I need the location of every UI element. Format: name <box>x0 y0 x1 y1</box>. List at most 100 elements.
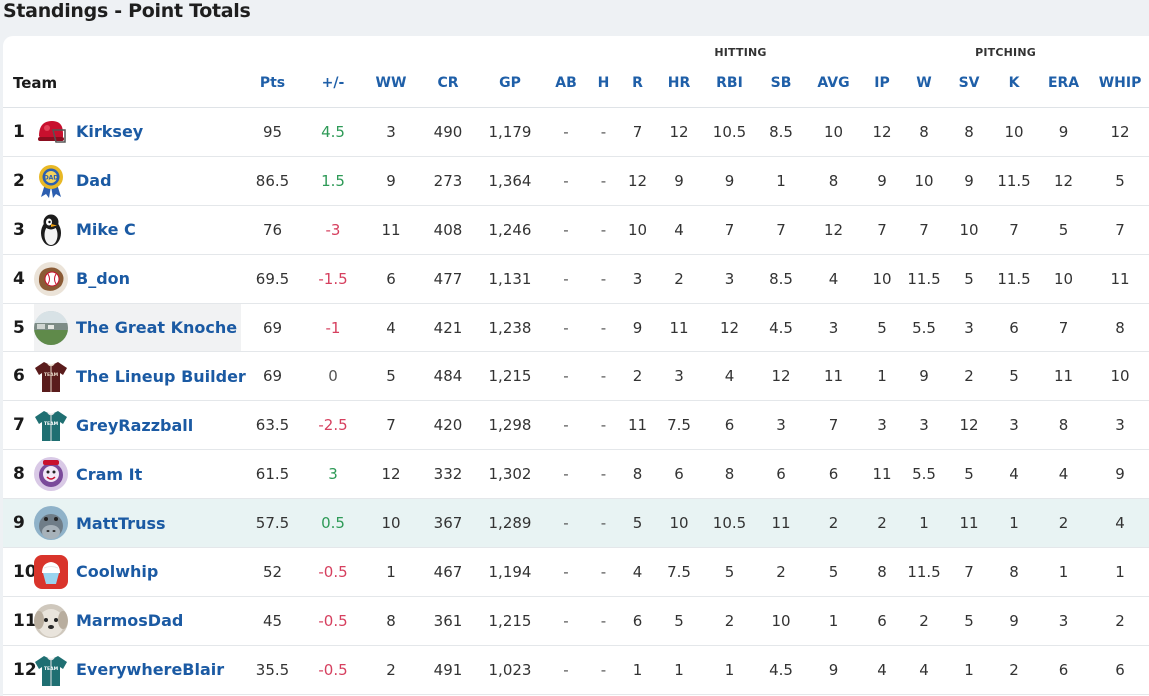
ip-cell: 3 <box>862 400 903 451</box>
rank-cell: 3 <box>3 205 34 255</box>
w-cell: 1 <box>902 498 947 549</box>
era-cell: 8 <box>1036 400 1092 451</box>
dog-photo-logo[interactable] <box>34 603 68 638</box>
pts-cell: 69.5 <box>241 254 304 304</box>
hr-cell: 3 <box>656 351 702 402</box>
column-header-k[interactable]: K <box>992 59 1037 108</box>
r-cell: 8 <box>619 449 656 500</box>
team-name-link[interactable]: The Lineup Builder <box>76 366 246 386</box>
whipped-cream-logo[interactable] <box>34 554 68 589</box>
sb-cell: 10 <box>757 596 805 646</box>
table-row: 2 DAD Dad 86.5 1.5 9 273 1,364- -12 9 9 1 8 9 10 9 11.5 1… <box>3 156 1149 206</box>
maroon-jersey-logo[interactable]: TEAM <box>34 359 68 393</box>
team-name-link[interactable]: GreyRazzball <box>76 415 194 435</box>
column-header-sv[interactable]: SV <box>946 59 993 108</box>
whip-cell: 3 <box>1091 400 1149 451</box>
column-header-whip[interactable]: WHIP <box>1091 59 1149 108</box>
team-name-link[interactable]: Mike C <box>76 220 136 240</box>
column-header-plus-minus[interactable]: +/- <box>304 59 362 108</box>
plus-minus-cell: -3 <box>304 205 362 255</box>
pts-cell: 35.5 <box>241 645 304 695</box>
penguin-logo[interactable] <box>34 213 68 247</box>
cr-cell: 408 <box>420 205 476 255</box>
k-cell: 7 <box>992 205 1037 255</box>
column-header-ww[interactable]: WW <box>362 59 420 108</box>
h-cell: - <box>588 303 619 353</box>
column-header-ab[interactable]: AB <box>544 59 588 108</box>
column-header-r[interactable]: R <box>619 59 656 108</box>
column-header-era[interactable]: ERA <box>1036 59 1092 108</box>
era-cell: 12 <box>1036 156 1092 206</box>
column-header-hr[interactable]: HR <box>656 59 702 108</box>
k-cell: 11.5 <box>992 254 1037 304</box>
avg-cell: 11 <box>805 351 863 402</box>
column-header-w[interactable]: W <box>902 59 947 108</box>
table-row: 6 TEAM The Lineup Builder 69 0 5 484 1,215- -2 3 4… <box>3 351 1149 402</box>
k-cell: 2 <box>992 645 1037 695</box>
rbi-cell: 6 <box>702 400 757 451</box>
team-name-link[interactable]: B_don <box>76 269 131 289</box>
column-header-team[interactable]: Team <box>3 59 241 108</box>
stadium-photo-logo[interactable] <box>34 310 68 345</box>
rbi-cell: 9 <box>702 156 757 206</box>
ww-cell: 1 <box>362 547 420 597</box>
team-name-link[interactable]: Coolwhip <box>76 562 159 582</box>
h-cell: - <box>588 107 619 157</box>
baseball-glove-logo[interactable] <box>34 261 68 296</box>
era-cell: 1 <box>1036 547 1092 597</box>
rank-cell: 5 <box>3 303 34 353</box>
column-header-pts[interactable]: Pts <box>241 59 304 108</box>
team-name-link[interactable]: The Great Knoche <box>76 318 238 337</box>
ab-cell: - <box>544 156 588 206</box>
team-name-link[interactable]: Kirksey <box>76 122 144 142</box>
r-cell: 1 <box>619 645 656 695</box>
column-header-ip[interactable]: IP <box>862 59 903 108</box>
sb-cell: 6 <box>757 449 805 500</box>
team-name-link[interactable]: EverywhereBlair <box>76 660 225 680</box>
avg-cell: 7 <box>805 400 863 451</box>
era-cell: 5 <box>1036 205 1092 255</box>
team-name-link[interactable]: Dad <box>76 171 112 191</box>
k-cell: 3 <box>992 400 1037 451</box>
award-ribbon-logo[interactable]: DAD <box>34 164 68 198</box>
team-name-link[interactable]: MarmosDad <box>76 611 184 631</box>
era-cell: 10 <box>1036 254 1092 304</box>
gp-cell: 1,289 <box>476 498 544 549</box>
avg-cell: 6 <box>805 449 863 500</box>
column-header-avg[interactable]: AVG <box>805 59 863 108</box>
cr-cell: 420 <box>420 400 476 451</box>
table-row: 3 Mike C 76 -3 11 408 1,246- -10 4 7 7 12 7 7 10 7 5 7 <box>3 205 1149 255</box>
sv-cell: 11 <box>946 498 993 549</box>
sb-cell: 1 <box>757 156 805 206</box>
gp-cell: 1,238 <box>476 303 544 353</box>
helmet-logo[interactable] <box>34 114 68 149</box>
ab-cell: - <box>544 351 588 402</box>
teal-jersey-logo[interactable]: TEAM <box>34 408 68 442</box>
plus-minus-cell: 0 <box>304 351 362 402</box>
column-header-row: Team Pts +/- WW CR GP AB H R HR RBI SB AVG IP W SV K ERA W… <box>3 59 1149 108</box>
column-header-cr[interactable]: CR <box>420 59 476 108</box>
cr-cell: 490 <box>420 107 476 157</box>
sv-cell: 5 <box>946 449 993 500</box>
column-header-sb[interactable]: SB <box>757 59 805 108</box>
team-name-link[interactable]: Cram It <box>76 464 143 484</box>
team-cell: Kirksey <box>34 107 241 157</box>
purple-mascot-logo[interactable] <box>34 457 68 492</box>
era-cell: 3 <box>1036 596 1092 646</box>
pts-cell: 76 <box>241 205 304 255</box>
table-row: 9 MattTruss 57.5 0.5 10 367 1,289- -5 10 10.5 11 2 2… <box>3 498 1149 549</box>
gp-cell: 1,131 <box>476 254 544 304</box>
hr-cell: 11 <box>656 303 702 353</box>
team-cell: Coolwhip <box>34 547 241 597</box>
teal-jersey-logo[interactable]: TEAM <box>34 653 68 687</box>
column-header-h[interactable]: H <box>588 59 619 108</box>
whip-cell: 9 <box>1091 449 1149 500</box>
column-header-gp[interactable]: GP <box>476 59 544 108</box>
hr-cell: 7.5 <box>656 547 702 597</box>
hippo-logo[interactable] <box>34 506 68 541</box>
team-cell: Cram It <box>34 449 241 500</box>
ww-cell: 4 <box>362 303 420 353</box>
team-name-link[interactable]: MattTruss <box>76 513 166 533</box>
ab-cell: - <box>544 498 588 549</box>
column-header-rbi[interactable]: RBI <box>702 59 757 108</box>
